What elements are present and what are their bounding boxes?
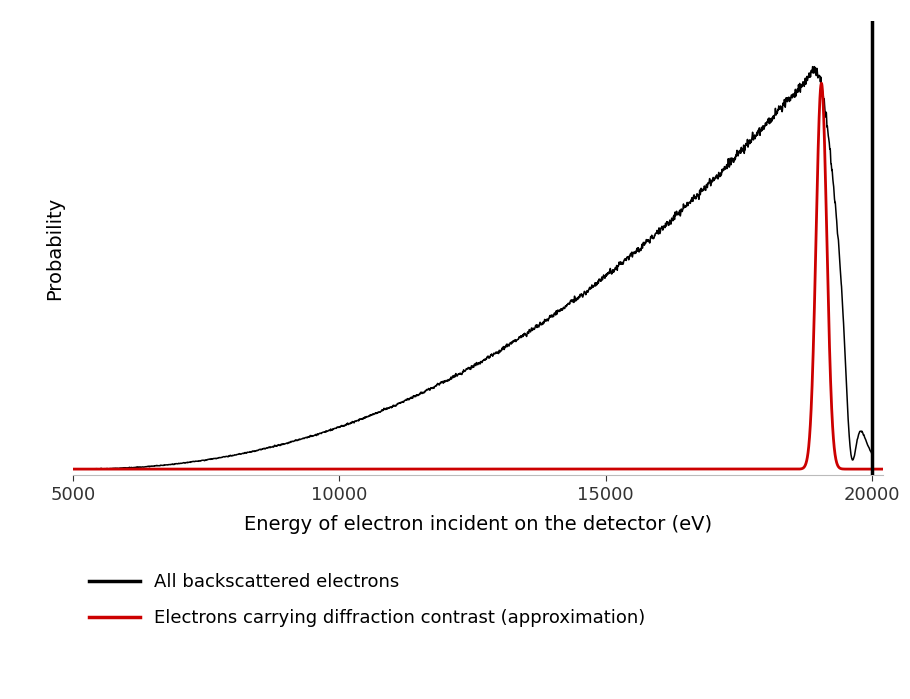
X-axis label: Energy of electron incident on the detector (eV): Energy of electron incident on the detec… [244,515,712,534]
Y-axis label: Probability: Probability [46,196,65,300]
Legend: All backscattered electrons, Electrons carrying diffraction contrast (approximat: All backscattered electrons, Electrons c… [82,566,652,635]
